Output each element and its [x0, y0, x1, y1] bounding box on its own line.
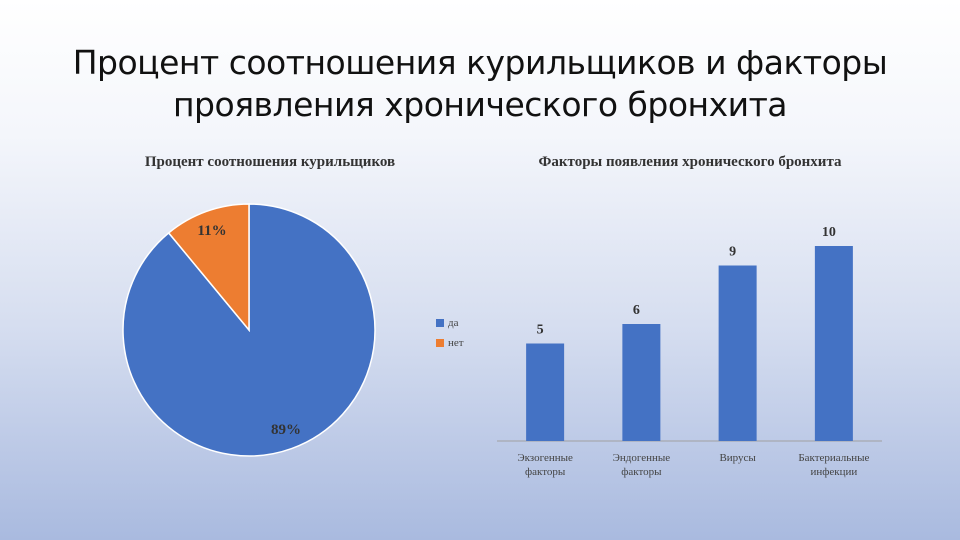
- pie-chart-title: Процент соотношения курильщиков: [144, 154, 396, 170]
- bar-category-label-1-1: факторы: [621, 466, 662, 478]
- legend-label-yes: да: [448, 317, 459, 329]
- pie-slice-no: [167, 203, 250, 333]
- bar-category-label-0-1: факторы: [525, 466, 566, 478]
- bar-0: [526, 343, 565, 441]
- pie-legend: да нет: [436, 313, 464, 353]
- legend-label-no: нет: [448, 337, 464, 349]
- pie-data-label-yes: 89%: [271, 422, 301, 438]
- legend-swatch-no: [436, 339, 444, 347]
- bar-2: [718, 265, 757, 441]
- slide-title-line-1: Процент соотношения курильщиков и фактор…: [72, 43, 888, 82]
- bar-data-label-0: 5: [537, 323, 544, 338]
- bar-category-label-3-0: Бактериальные: [798, 452, 869, 464]
- bar-data-label-3: 10: [822, 225, 836, 240]
- slide-title: Процент соотношения курильщиков и фактор…: [60, 42, 900, 126]
- bar-1: [622, 324, 661, 441]
- slide-title-line-2: проявления хронического бронхита: [172, 85, 788, 124]
- legend-item-yes: да: [436, 313, 464, 333]
- bar-category-label-3-1: инфекции: [810, 466, 857, 478]
- bar-chart-title: Факторы появления хронического бронхита: [538, 154, 842, 170]
- bar-data-label-1: 6: [633, 303, 640, 318]
- bar-3: [814, 246, 853, 441]
- bar-category-label-2-0: Вирусы: [719, 452, 756, 464]
- pie-data-label-no: 11%: [197, 223, 226, 239]
- bar-category-label-1-0: Эндогенные: [613, 452, 671, 464]
- bar-data-label-2: 9: [729, 245, 736, 260]
- legend-swatch-yes: [436, 319, 444, 327]
- bar-category-label-0-0: Экзогенные: [517, 452, 573, 464]
- legend-item-no: нет: [436, 333, 464, 353]
